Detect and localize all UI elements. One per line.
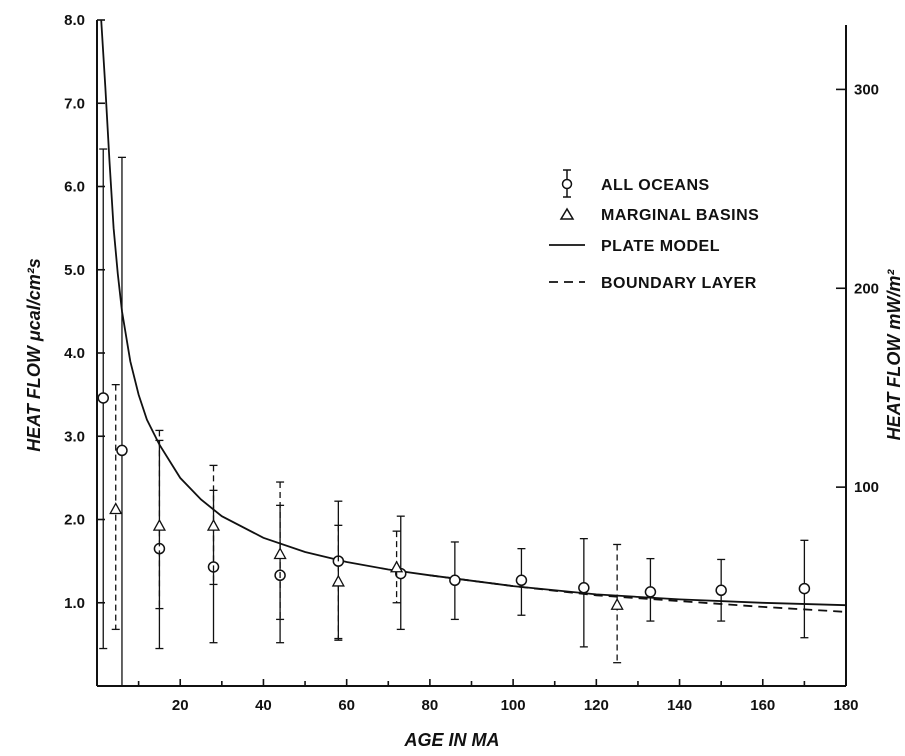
x-axis-title: AGE IN MA [403,730,499,750]
marginal-basin-point [109,502,123,515]
legend-item-marginal-basins: MARGINAL BASINS [559,207,759,224]
legend-item-all-oceans: ALL OCEANS [561,169,710,198]
x-tick-label: 180 [833,697,858,714]
all-oceans-point [578,582,590,594]
all-oceans-point [715,584,727,597]
right-tick-label: 200 [854,280,879,297]
right-axis-ticks: 100 200 300 [836,81,879,496]
marginal-basin-point [152,518,167,531]
x-tick-label: 20 [172,697,189,714]
marginal-basin-point [331,574,345,587]
x-tick-label: 140 [667,697,692,714]
marginal-basin-point [390,560,404,573]
marginal-basin-point [610,597,624,610]
x-tick-label: 40 [255,697,272,714]
all-oceans-point [116,444,128,457]
legend: ALL OCEANS MARGINAL BASINS PLATE MODEL B… [549,169,759,292]
x-axis-ticks: 20 40 60 80 100 120 140 160 180 [137,679,859,714]
legend-item-boundary-layer: BOUNDARY LAYER [549,275,757,292]
all-oceans-point [97,392,109,404]
legend-label-boundary-layer: BOUNDARY LAYER [601,275,757,292]
right-tick-label: 100 [854,479,879,496]
axes [96,20,847,687]
model-curves [100,19,847,613]
legend-label-marginal-basins: MARGINAL BASINS [601,207,759,224]
y-tick-label: 3.0 [64,428,85,445]
y-tick-label: 5.0 [64,262,85,279]
legend-circle-icon [561,178,573,190]
x-tick-label: 100 [501,697,526,714]
y-tick-label: 2.0 [64,512,85,529]
marginal-basin-point [206,518,221,531]
y-axis-title-left: HEAT FLOW μcal/cm²s [24,258,44,452]
legend-item-plate-model: PLATE MODEL [549,238,720,255]
y-tick-label: 8.0 [64,12,85,29]
marginal-basin-point [273,547,287,560]
all-oceans-point [644,586,657,598]
all-oceans-point [798,582,811,595]
y-tick-label: 1.0 [64,595,85,612]
all-oceans-point [449,574,461,587]
x-tick-label: 120 [584,697,609,714]
data-points [97,148,811,687]
boundary-layer-curve [429,574,847,613]
legend-triangle-icon [559,207,575,220]
y-tick-label: 7.0 [64,95,85,112]
x-tick-label: 160 [750,697,775,714]
y-axis-title-right: HEAT FLOW mW/m² [884,269,904,441]
right-tick-label: 300 [854,81,879,98]
legend-label-plate-model: PLATE MODEL [601,238,720,255]
y-axis-ticks: 1.0 2.0 3.0 4.0 5.0 6.0 7.0 8.0 [64,12,105,612]
x-tick-label: 80 [422,697,439,714]
y-tick-label: 4.0 [64,345,85,362]
legend-label-all-oceans: ALL OCEANS [601,177,710,194]
all-oceans-point [515,574,528,587]
y-tick-label: 6.0 [64,179,85,196]
x-tick-label: 60 [338,697,355,714]
